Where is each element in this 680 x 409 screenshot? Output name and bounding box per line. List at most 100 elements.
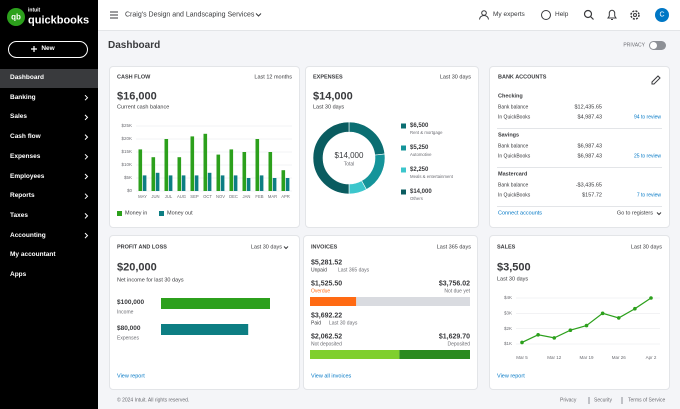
nav-item[interactable]: Reports <box>10 191 35 199</box>
segment-label: Not due yet <box>444 288 470 295</box>
company: Craig's Design and Landscaping Services <box>125 11 255 19</box>
card <box>303 235 478 390</box>
review[interactable]: 94 to review <box>634 114 661 121</box>
point <box>536 333 540 337</box>
name: Unpaid <box>311 267 327 274</box>
qb-balance: $6,987.43 <box>577 153 602 160</box>
bar <box>177 157 182 191</box>
new-button[interactable] <box>8 41 88 58</box>
avatar[interactable] <box>655 8 669 22</box>
chevron <box>84 173 89 180</box>
y-tick-label: $5K <box>124 175 132 180</box>
x-tick-label: Apr 2 <box>646 355 657 360</box>
menu-icon[interactable] <box>110 11 118 19</box>
chevron[interactable] <box>283 212 662 250</box>
period[interactable]: Last 30 days <box>250 244 282 251</box>
nav-item[interactable]: Accounting <box>10 231 46 239</box>
avatar[interactable]: C <box>659 11 665 19</box>
review[interactable]: 25 to review <box>634 153 661 160</box>
y-tick-label: $10K <box>121 162 132 167</box>
card <box>305 66 479 228</box>
nav-item[interactable]: Banking <box>10 93 36 101</box>
nav-item[interactable]: Cash flow <box>10 132 41 140</box>
nav-item[interactable]: Sales <box>10 113 27 121</box>
nav-highlight <box>0 69 98 88</box>
bar <box>203 133 208 191</box>
value-label: $1,629.70 <box>438 333 470 341</box>
title: Dashboard <box>108 40 161 51</box>
new-button[interactable]: New <box>41 44 55 52</box>
nav-item[interactable]: Expenses <box>10 152 41 160</box>
footer-link[interactable]: Privacy <box>560 397 577 404</box>
y-tick-label: $3K <box>504 311 512 316</box>
bar <box>194 175 199 191</box>
title: INVOICES <box>311 244 338 251</box>
copyright: © 2024 Intuit. All rights reserved. <box>117 397 190 404</box>
legend-label: Money out <box>167 210 193 217</box>
connect[interactable]: Connect accounts <box>498 210 543 217</box>
search-icon[interactable] <box>583 9 593 19</box>
period: Last 365 days <box>436 244 471 251</box>
period: Last 12 months <box>254 74 292 81</box>
period: Last 365 days <box>338 267 370 274</box>
chevron[interactable] <box>255 13 262 17</box>
account-name: Savings <box>498 132 520 139</box>
bank-label: Bank balance <box>498 104 529 111</box>
gear-icon <box>633 13 637 17</box>
person-icon[interactable] <box>481 10 487 16</box>
registers[interactable]: Go to registers <box>616 210 653 217</box>
bell-icon[interactable] <box>607 9 617 20</box>
link[interactable]: View report <box>497 373 525 380</box>
nav-item[interactable]: Dashboard <box>10 73 44 81</box>
help[interactable]: Help <box>555 10 569 18</box>
chevron <box>84 193 89 200</box>
nav-item[interactable]: Taxes <box>10 211 28 219</box>
sales-line <box>521 297 652 344</box>
footer-link[interactable]: Security <box>594 397 613 404</box>
x-tick-label: SEP <box>190 194 199 199</box>
chevron <box>84 114 89 121</box>
title: EXPENSES <box>313 74 343 81</box>
bar <box>161 298 270 309</box>
amount-label: Net income for last 30 days <box>117 277 184 284</box>
bar <box>255 139 260 191</box>
nav-item[interactable]: Employees <box>10 172 45 180</box>
footer-link[interactable]: Terms of Service <box>628 397 666 404</box>
value-label: $6,500 <box>410 123 429 129</box>
y-tick-label: $1K <box>504 341 512 346</box>
edit-icon[interactable] <box>651 75 661 85</box>
bar <box>272 178 277 191</box>
gear-icon[interactable] <box>630 10 640 20</box>
account-name: Mastercard <box>498 171 528 178</box>
nav-item[interactable]: Apps <box>10 270 27 278</box>
account-name: Checking <box>498 93 523 100</box>
qb-label: In QuickBooks <box>498 153 531 160</box>
point <box>649 296 653 300</box>
legend-swatch <box>401 145 406 151</box>
legend-swatch <box>159 211 164 216</box>
help-icon[interactable] <box>541 10 551 20</box>
review[interactable]: 7 to review <box>636 192 661 199</box>
separator <box>497 128 662 129</box>
bank-balance: $12,435.65 <box>574 104 602 111</box>
my-experts[interactable]: My experts <box>493 10 525 18</box>
x-tick-label: JAN <box>243 194 251 199</box>
amount-label: Last 30 days <box>313 104 345 111</box>
qb-label: In QuickBooks <box>498 114 531 121</box>
link[interactable]: View report <box>117 373 145 380</box>
search-icon <box>590 16 594 20</box>
name: Paid <box>311 320 322 327</box>
nav-item[interactable]: My accountant <box>10 251 56 259</box>
x-tick-label: Mar 5 <box>516 355 528 360</box>
link[interactable]: View all invoices <box>311 373 352 380</box>
point <box>552 336 557 340</box>
donut-slice <box>312 121 350 195</box>
amount: $16,000 <box>117 90 157 103</box>
amount-label: Last 30 days <box>497 276 529 283</box>
bar <box>242 152 247 191</box>
title: SALES <box>497 244 516 251</box>
title: PROFIT AND LOSS <box>117 244 167 251</box>
legend-swatch <box>117 211 122 216</box>
